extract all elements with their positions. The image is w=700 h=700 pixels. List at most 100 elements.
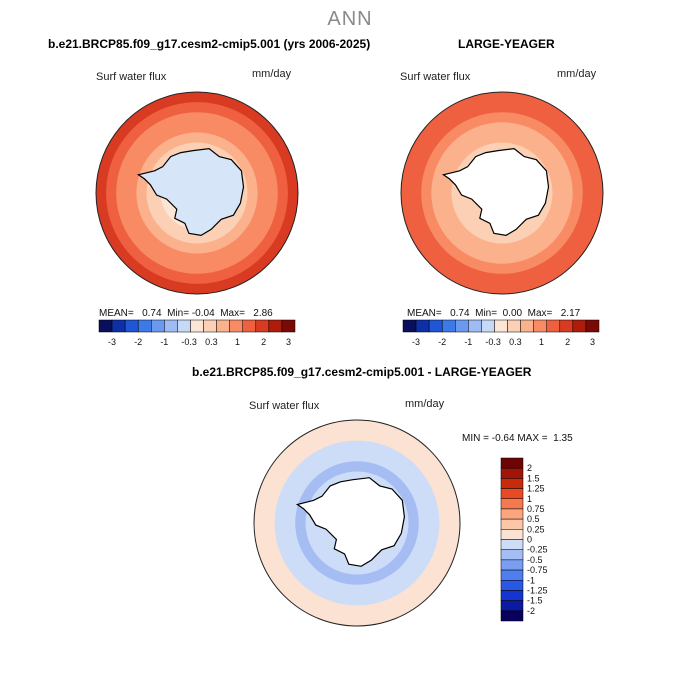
colorbar-tick-label: -3	[412, 337, 420, 347]
colorbar-tick-label: 0.75	[527, 504, 545, 514]
colorbar-swatch	[494, 319, 508, 333]
colorbar-tick-label: -1.25	[527, 585, 548, 595]
colorbar-tick-label: 3	[286, 337, 291, 347]
colorbar-swatch	[500, 590, 524, 601]
colorbar-tick-label: 0.5	[527, 514, 540, 524]
colorbar-swatch	[585, 319, 600, 333]
panel2-units-label: mm/day	[557, 68, 597, 80]
colorbar-tick-label: 1	[235, 337, 240, 347]
colorbar-swatch	[500, 457, 524, 469]
colorbar-swatch	[190, 319, 204, 333]
panel1-colorbar: -3 -2 -1 -0.3 0.3 1 2 3	[98, 319, 296, 347]
panel2-stats: MEAN= 0.74 Min= 0.00 Max= 2.17	[407, 308, 580, 319]
panel2-min-value: 0.00	[502, 308, 523, 319]
colorbar-swatch	[281, 319, 296, 333]
colorbar-swatch	[468, 319, 482, 333]
colorbar-swatch	[111, 319, 126, 333]
colorbar-tick-label: -2	[438, 337, 446, 347]
colorbar-swatch	[415, 319, 430, 333]
colorbar-tick-label: 2	[261, 337, 266, 347]
colorbar-tick-label: -0.75	[527, 565, 548, 575]
panel3-colorbar: 21.51.2510.750.50.250-0.25-0.5-0.75-1-1.…	[500, 457, 548, 622]
colorbar-tick-label: 1	[527, 494, 532, 504]
colorbar-swatch	[124, 319, 139, 333]
colorbar-tick-label: 0	[527, 535, 532, 545]
antarctica-outline	[136, 147, 245, 237]
colorbar-swatch	[137, 319, 152, 333]
figure-title: ANN	[327, 8, 373, 30]
panel2-map	[400, 91, 604, 295]
colorbar-swatch	[268, 319, 283, 333]
colorbar-swatch	[500, 539, 524, 550]
panel1-variable-label: Surf water flux	[96, 71, 167, 83]
colorbar-swatch	[151, 319, 165, 333]
colorbar-swatch	[216, 319, 230, 333]
colorbar-tick-label: -2	[134, 337, 142, 347]
panel3-max-label: MAX =	[517, 433, 548, 444]
colorbar-tick-label: -0.25	[527, 545, 548, 555]
colorbar-tick-label: 2	[527, 463, 532, 473]
panel1-min-value: -0.04	[191, 308, 215, 319]
panel3-title: b.e21.BRCP85.f09_g17.cesm2-cmip5.001 - L…	[192, 365, 532, 379]
colorbar-swatch	[500, 508, 524, 520]
colorbar-swatch	[164, 319, 178, 333]
colorbar-swatch	[229, 319, 243, 333]
colorbar-tick-label: -1	[464, 337, 472, 347]
colorbar-swatch	[500, 467, 524, 479]
colorbar-swatch	[481, 319, 495, 333]
colorbar-tick-label: 3	[590, 337, 595, 347]
colorbar-tick-label: -3	[108, 337, 116, 347]
colorbar-swatch	[455, 319, 469, 333]
colorbar-swatch	[500, 559, 524, 571]
panel2-mean-label: MEAN=	[407, 308, 442, 319]
colorbar-swatch	[500, 549, 524, 561]
colorbar-swatch	[500, 529, 524, 540]
colorbar-swatch	[500, 488, 524, 499]
colorbar-swatch	[441, 319, 456, 333]
colorbar-swatch	[520, 319, 534, 333]
colorbar-swatch	[500, 569, 524, 581]
colorbar-tick-label: 1.5	[527, 473, 540, 483]
panel1-max-label: Max=	[220, 308, 245, 319]
panel1-map	[95, 91, 299, 295]
panel2-title: LARGE-YEAGER	[458, 37, 555, 51]
colorbar-tick-label: 2	[565, 337, 570, 347]
colorbar-swatch	[177, 319, 191, 333]
colorbar-swatch	[500, 580, 524, 591]
panel2-min-label: Min=	[475, 308, 498, 319]
colorbar-swatch	[500, 478, 524, 489]
colorbar-tick-label: -1.5	[527, 596, 543, 606]
panel1-max-value: 2.86	[253, 308, 273, 319]
colorbar-swatch	[255, 319, 270, 333]
colorbar-swatch	[546, 319, 561, 333]
colorbar-tick-label: 1.25	[527, 484, 545, 494]
colorbar-swatch	[500, 610, 524, 622]
panel3-map	[253, 419, 461, 627]
colorbar-swatch	[203, 319, 217, 333]
panel2-variable-label: Surf water flux	[400, 71, 471, 83]
panel2-max-value: 2.17	[560, 308, 581, 319]
panel1-mean-label: MEAN=	[99, 308, 134, 319]
panel2-mean-value: 0.74	[450, 308, 470, 319]
map-boundary	[253, 419, 461, 627]
colorbar-tick-label: -0.3	[181, 337, 197, 347]
colorbar-swatch	[533, 319, 547, 333]
colorbar-tick-label: 0.3	[205, 337, 218, 347]
colorbar-tick-label: -2	[527, 606, 535, 616]
panel3-min-value: -0.64	[491, 433, 515, 444]
panel3-units-label: mm/day	[405, 398, 445, 410]
panel1-stats: MEAN= 0.74 Min= -0.04 Max= 2.86	[99, 308, 273, 319]
map-boundary	[400, 91, 604, 295]
panel3-min-label: MIN =	[462, 433, 489, 444]
panel1-title: b.e21.BRCP85.f09_g17.cesm2-cmip5.001 (yr…	[48, 37, 371, 51]
panel3-stats: MIN = -0.64 MAX = 1.35	[462, 433, 573, 444]
panel1-mean-value: 0.74	[142, 308, 162, 319]
panel3-variable-label: Surf water flux	[249, 400, 320, 412]
panel3-max-value: 1.35	[553, 433, 573, 444]
colorbar-tick-label: -1	[160, 337, 168, 347]
colorbar-swatch	[500, 518, 524, 530]
colorbar-tick-label: -0.3	[485, 337, 501, 347]
panel2-colorbar: -3 -2 -1 -0.3 0.3 1 2 3	[402, 319, 600, 347]
colorbar-swatch	[500, 498, 524, 510]
colorbar-tick-label: 1	[539, 337, 544, 347]
